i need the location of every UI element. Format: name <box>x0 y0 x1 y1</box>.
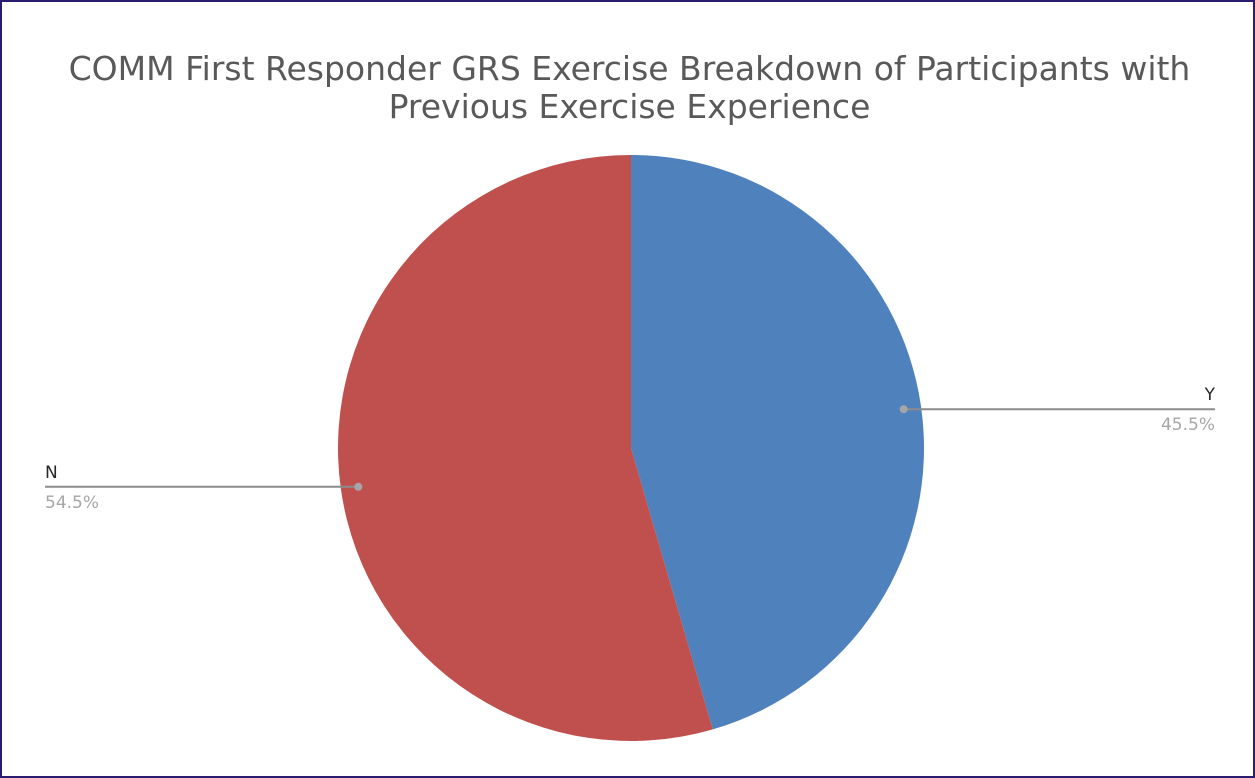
category-label: N <box>45 463 58 483</box>
pie-slice <box>631 155 924 730</box>
leader-dot <box>899 405 908 414</box>
value-label: 45.5% <box>1161 415 1215 435</box>
leader-dot <box>354 482 363 491</box>
pie-slice <box>337 155 713 741</box>
value-label: 54.5% <box>45 493 99 513</box>
chart-title: COMM First Responder GRS Exercise Breakd… <box>68 49 1191 126</box>
category-label: Y <box>1204 385 1216 405</box>
